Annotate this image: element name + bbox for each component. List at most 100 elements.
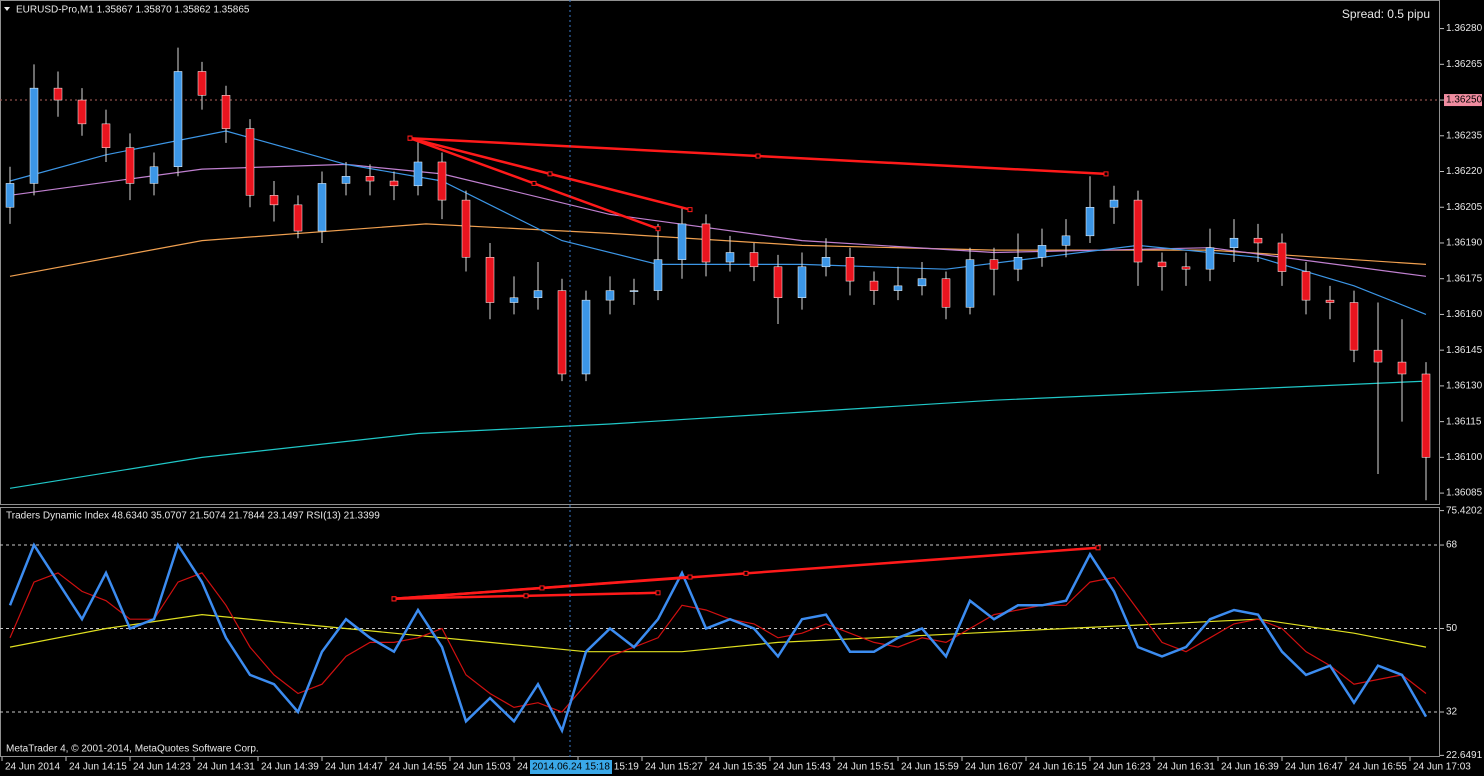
x-tick-label: 24 Jun 16:55	[1349, 762, 1407, 773]
candle-body	[197, 71, 207, 96]
y-tick-label: 1.36160	[1446, 309, 1483, 320]
copyright: MetaTrader 4, © 2001-2014, MetaQuotes So…	[6, 744, 259, 755]
candle-body	[77, 99, 87, 125]
trendline-handle	[523, 593, 529, 599]
trendline-handle	[655, 590, 661, 596]
candle-body	[149, 166, 159, 184]
candle-body	[125, 147, 135, 184]
candle-body	[1109, 199, 1119, 208]
candle-body	[1253, 237, 1263, 244]
candle-body	[629, 290, 639, 292]
trendline-handle	[655, 226, 661, 232]
y-tick-label: 1.36280	[1446, 23, 1483, 34]
trendline-handle	[755, 153, 761, 159]
x-tick-label: 24 Jun 17:03	[1413, 762, 1471, 773]
x-tick-label: 24 Jun 14:15	[69, 762, 127, 773]
candle-body	[1421, 373, 1431, 458]
candle-body	[317, 183, 327, 232]
candle-body	[893, 285, 903, 291]
trendline-handle	[687, 207, 693, 213]
y-tick-label: 1.36130	[1446, 381, 1483, 392]
indicator-line	[9, 572, 1427, 713]
candle-body	[605, 290, 615, 301]
x-tick-label: 24 Jun 16:23	[1093, 762, 1151, 773]
candle-body	[1349, 302, 1359, 351]
y-tick-label: 1.36145	[1446, 345, 1483, 356]
candle-body	[773, 266, 783, 299]
indicator-line	[8, 542, 1428, 734]
trendline-handle	[539, 585, 545, 591]
moving-average	[9, 380, 1427, 489]
candle-body	[821, 257, 831, 268]
candle-body	[269, 195, 279, 206]
candle-body	[1301, 271, 1311, 301]
trendline-handle	[531, 180, 537, 186]
candle-body	[1373, 349, 1383, 363]
price-marker	[1444, 94, 1482, 107]
indicator-frame	[0, 507, 1440, 757]
y-tick-label: 1.36190	[1446, 238, 1483, 249]
trendline-handle	[1103, 171, 1109, 177]
crosshair-time-label: 2014.06.24 15:18	[532, 762, 610, 773]
candle-body	[1037, 245, 1047, 258]
candle-body	[1085, 206, 1095, 237]
candle-body	[389, 180, 399, 187]
candle-body	[1277, 242, 1287, 272]
trendline-handle	[407, 135, 413, 141]
candle-body	[917, 278, 927, 287]
candle-body	[1325, 299, 1335, 303]
y-tick-label: 1.36265	[1446, 59, 1483, 70]
candle-body	[461, 199, 471, 258]
x-tick-label: 24 Jun 2014	[5, 762, 60, 773]
candle-body	[677, 223, 687, 260]
crosshair-time-box	[530, 760, 612, 774]
symbol-menu[interactable]	[4, 7, 10, 11]
candle-body	[989, 259, 999, 270]
candle-body	[53, 87, 63, 101]
x-tick-label: 24 Jun 14:39	[261, 762, 319, 773]
y-tick-label: 1.36085	[1446, 488, 1483, 499]
candle-body	[797, 266, 807, 299]
x-tick-label: 24 Jun 16:31	[1157, 762, 1215, 773]
x-tick-label: 24 Jun 16:07	[965, 762, 1023, 773]
x-tick-label: 24 Jun 16:39	[1221, 762, 1279, 773]
candle-body	[5, 183, 15, 208]
y-tick-label: 1.36250	[1446, 95, 1483, 106]
candle-body	[845, 257, 855, 282]
candle-body	[509, 297, 519, 303]
candle-body	[437, 161, 447, 201]
candle-body	[485, 257, 495, 303]
y-tick-label: 1.36220	[1446, 166, 1483, 177]
trendline-handle	[743, 570, 749, 576]
y-tick-label: 1.36175	[1446, 273, 1483, 284]
y-tick-label: 1.36115	[1446, 416, 1482, 427]
y-tick-label: 75.4202	[1446, 505, 1483, 516]
x-tick-label: 24 Jun 15:03	[453, 762, 511, 773]
candle-body	[413, 161, 423, 187]
candle-body	[1061, 235, 1071, 246]
candle-body	[653, 259, 663, 291]
candle-body	[1181, 266, 1191, 270]
candle-body	[1133, 199, 1143, 263]
indicator-line	[9, 613, 1427, 653]
x-tick-label: 24 Jun 15:59	[901, 762, 959, 773]
candle-body	[365, 176, 375, 182]
candle-body	[173, 71, 183, 167]
x-tick-label: 24 Jun 15:51	[837, 762, 895, 773]
x-tick-label: 24 Jun 14:31	[197, 762, 255, 773]
x-tick-label: 24 Jun 14:47	[325, 762, 383, 773]
x-tick-label: 24 Jun 15:43	[773, 762, 831, 773]
candle-body	[29, 87, 39, 184]
spread-label: Spread: 0.5 pipu	[1342, 7, 1430, 21]
candle-body	[701, 223, 711, 263]
candle-body	[1229, 237, 1239, 248]
y-tick-label: 32	[1446, 707, 1458, 718]
candle-body	[221, 95, 231, 129]
y-tick-label: 22.6491	[1446, 750, 1483, 761]
candle-body	[941, 278, 951, 308]
candle-body	[557, 290, 567, 375]
indicator-title: Traders Dynamic Index 48.6340 35.0707 21…	[6, 511, 380, 522]
candle-body	[869, 280, 879, 291]
